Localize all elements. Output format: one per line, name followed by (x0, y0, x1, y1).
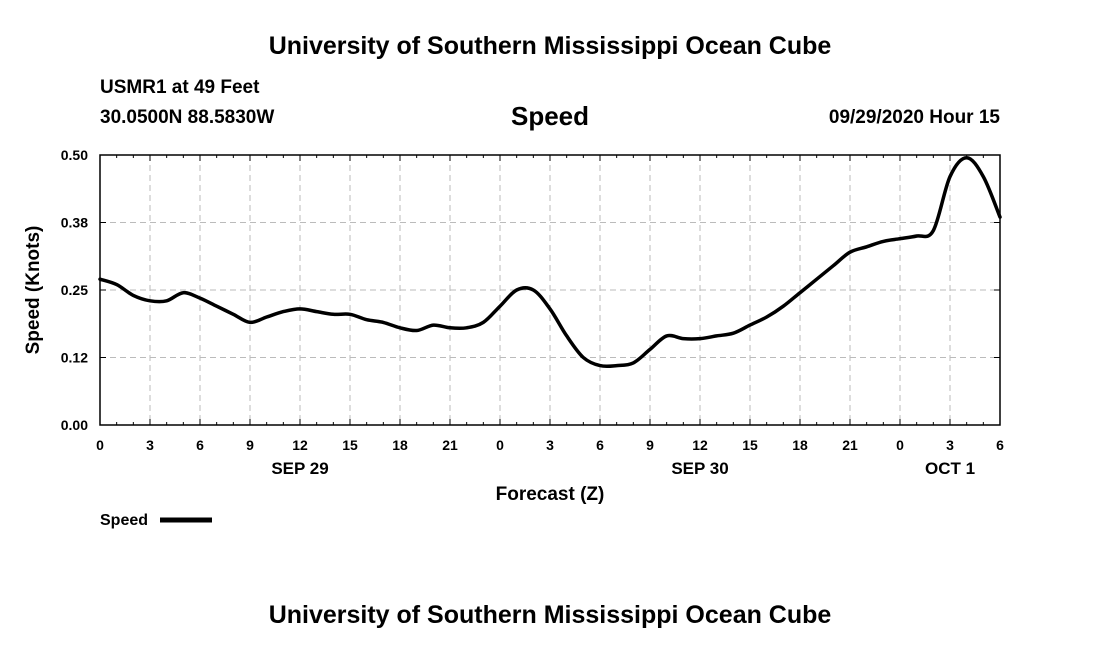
x-tick-label: 15 (342, 437, 358, 453)
data-point (382, 321, 385, 324)
station-label: USMR1 at 49 Feet (100, 77, 260, 98)
date-label: SEP 30 (671, 459, 728, 478)
data-point (615, 364, 618, 367)
x-tick-label: 9 (246, 437, 254, 453)
x-tick-label: 3 (146, 437, 154, 453)
data-point (149, 299, 152, 302)
data-point (865, 245, 868, 248)
data-point (565, 334, 568, 337)
data-point (832, 264, 835, 267)
data-point (515, 289, 518, 292)
x-tick-label: 18 (792, 437, 808, 453)
data-point (349, 313, 352, 316)
data-point (949, 175, 952, 178)
data-point (215, 305, 218, 308)
data-point (849, 251, 852, 254)
data-point (532, 289, 535, 292)
x-tick-label: 3 (546, 437, 554, 453)
chart-title: Speed (510, 101, 590, 131)
data-point (732, 332, 735, 335)
footer-org-title: University of Southern Mississippi Ocean… (268, 601, 832, 629)
data-point (582, 356, 585, 359)
data-point (99, 278, 102, 281)
data-point (282, 310, 285, 313)
data-point (182, 291, 185, 294)
data-point (115, 283, 118, 286)
data-point (915, 235, 918, 238)
x-tick-label: 0 (496, 437, 504, 453)
data-point (432, 324, 435, 327)
data-point (599, 364, 602, 367)
data-point (299, 307, 302, 310)
x-axis-label: Forecast (Z) (496, 484, 605, 505)
x-tick-label: 6 (196, 437, 204, 453)
x-tick-label: 12 (692, 437, 708, 453)
data-point (232, 313, 235, 316)
date-label: SEP 29 (271, 459, 328, 478)
x-tick-label: 15 (742, 437, 758, 453)
data-point (165, 299, 168, 302)
x-tick-label: 18 (392, 437, 408, 453)
date-label: OCT 1 (925, 459, 975, 478)
y-axis-label: Speed (Knots) (23, 226, 44, 355)
data-point (765, 316, 768, 319)
data-point (715, 334, 718, 337)
data-point (799, 291, 802, 294)
data-point (882, 240, 885, 243)
x-tick-label: 21 (442, 437, 458, 453)
data-point (399, 326, 402, 329)
data-point (415, 329, 418, 332)
x-tick-label: 6 (596, 437, 604, 453)
y-tick-label: 0.38 (61, 215, 88, 231)
data-point (265, 316, 268, 319)
org-title: University of Southern Mississippi Ocean… (268, 32, 832, 60)
data-point (815, 278, 818, 281)
y-tick-label: 0.50 (61, 147, 88, 163)
data-point (482, 321, 485, 324)
y-tick-label: 0.12 (61, 350, 88, 366)
ticks: 0 3 6 9 12 15 18 21 0 3 6 9 12 15 18 21 0 3 6 0.00 0.12 0.25 0… (61, 147, 1004, 478)
x-tick-label: 21 (842, 437, 858, 453)
x-tick-label: 0 (896, 437, 904, 453)
data-point (665, 334, 668, 337)
data-point (249, 321, 252, 324)
station-coords: 30.0500N 88.5830W (100, 107, 275, 128)
data-point (649, 348, 652, 351)
data-point (315, 310, 318, 313)
x-tick-label: 6 (996, 437, 1004, 453)
data-point (199, 297, 202, 300)
y-tick-label: 0.00 (61, 417, 88, 433)
data-point (999, 216, 1002, 219)
x-tick-label: 12 (292, 437, 308, 453)
data-point (699, 337, 702, 340)
data-point (132, 294, 135, 297)
data-point (982, 175, 985, 178)
data-point (899, 237, 902, 240)
y-tick-label: 0.25 (61, 282, 88, 298)
data-point (632, 361, 635, 364)
data-point (965, 156, 968, 159)
x-tick-label: 9 (646, 437, 654, 453)
data-point (932, 229, 935, 232)
data-point (465, 326, 468, 329)
data-point (449, 326, 452, 329)
data-point (499, 305, 502, 308)
grid (100, 155, 1000, 425)
series-line-speed (98, 155, 1002, 369)
x-tick-label: 0 (96, 437, 104, 453)
data-point (782, 305, 785, 308)
legend-label: Speed (100, 512, 148, 529)
data-point (749, 324, 752, 327)
data-point (549, 307, 552, 310)
data-point (332, 313, 335, 316)
issued-time: 09/29/2020 Hour 15 (828, 107, 1000, 128)
data-point (365, 318, 368, 321)
data-point (682, 337, 685, 340)
x-tick-label: 3 (946, 437, 954, 453)
